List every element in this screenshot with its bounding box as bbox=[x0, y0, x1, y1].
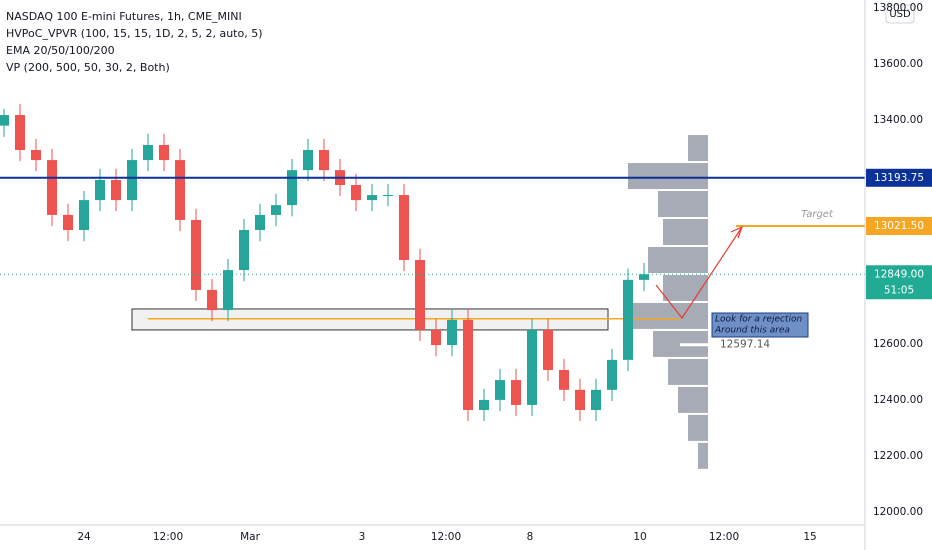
x-tick-label: 3 bbox=[359, 531, 366, 543]
candle-body bbox=[447, 319, 457, 346]
candle-body bbox=[527, 329, 537, 405]
candle-body bbox=[351, 184, 361, 201]
candle-body bbox=[15, 115, 25, 150]
candle-body bbox=[559, 369, 569, 390]
y-tick-label: 12600.00 bbox=[873, 338, 923, 350]
annotation-box bbox=[711, 312, 809, 338]
volume-profile-bar bbox=[658, 191, 708, 218]
candle-body bbox=[207, 289, 217, 311]
volume-profile-bar bbox=[633, 302, 708, 329]
arrow-path bbox=[655, 226, 743, 320]
candle-body bbox=[223, 270, 233, 311]
candle-body bbox=[623, 279, 633, 360]
volume-profile-bar bbox=[688, 414, 708, 441]
candle-body bbox=[415, 259, 425, 330]
candle-body bbox=[31, 150, 41, 161]
y-tick-label: 12400.00 bbox=[873, 394, 923, 406]
candle-body bbox=[79, 200, 89, 231]
candle-body bbox=[399, 195, 409, 260]
y-tick-label: 13400.00 bbox=[873, 114, 923, 126]
annotation-text: Around this area bbox=[714, 326, 790, 336]
candle-body bbox=[543, 329, 553, 370]
x-tick-label: 24 bbox=[77, 531, 91, 543]
candle-body bbox=[367, 195, 377, 201]
volume-profile-bar bbox=[668, 358, 708, 385]
poc-label: 12597.14 bbox=[720, 339, 770, 351]
y-tick-label: 12200.00 bbox=[873, 450, 923, 462]
y-tick-label: 13800.00 bbox=[873, 2, 923, 14]
candle-body bbox=[495, 380, 505, 400]
price-label-box bbox=[866, 265, 932, 300]
volume-profile-bar bbox=[663, 274, 708, 301]
candle-body bbox=[95, 179, 105, 201]
candle-body bbox=[639, 274, 649, 280]
indicator: EMA 20/50/100/200 bbox=[6, 44, 115, 57]
candle-body bbox=[239, 230, 249, 271]
volume-profile-bar bbox=[688, 135, 708, 162]
candle-body bbox=[607, 359, 617, 390]
candle-body bbox=[511, 380, 521, 405]
volume-profile-bar bbox=[628, 163, 708, 190]
price-label: 13193.75 bbox=[874, 172, 924, 184]
price-label: 13021.50 bbox=[874, 220, 924, 232]
x-tick-label: 12:00 bbox=[431, 531, 461, 543]
candle-body bbox=[175, 160, 185, 220]
candle-body bbox=[63, 214, 73, 231]
x-tick-label: 15 bbox=[803, 531, 816, 543]
candle-body bbox=[431, 329, 441, 346]
volume-profile-bar bbox=[663, 219, 708, 245]
chart-title: NASDAQ 100 E-mini Futures, 1h, CME_MINI bbox=[6, 10, 242, 23]
candle-body bbox=[463, 319, 473, 410]
currency-box[interactable] bbox=[885, 4, 915, 24]
candle-body bbox=[0, 115, 9, 126]
x-tick-label: Mar bbox=[240, 531, 260, 543]
candle-body bbox=[575, 389, 585, 410]
indicator: VP (200, 500, 50, 30, 2, Both) bbox=[6, 61, 170, 74]
candle-body bbox=[271, 205, 281, 215]
candle-body bbox=[191, 219, 201, 290]
volume-profile-bar bbox=[648, 246, 708, 273]
candle-body bbox=[143, 144, 153, 161]
candle-body bbox=[255, 214, 265, 231]
candle-body bbox=[127, 160, 137, 201]
candle-body bbox=[383, 195, 393, 197]
price-label: 12849.00 bbox=[874, 268, 924, 280]
candle-body bbox=[287, 170, 297, 206]
candle-body bbox=[159, 144, 169, 161]
y-tick-label: 12000.00 bbox=[873, 506, 923, 518]
candle-body bbox=[47, 160, 57, 215]
y-tick-label: 13600.00 bbox=[873, 58, 923, 70]
plot-area bbox=[0, 103, 865, 469]
candle-body bbox=[111, 179, 121, 201]
candle-body bbox=[303, 150, 313, 171]
target-label: Target bbox=[801, 209, 834, 220]
x-tick-label: 12:00 bbox=[153, 531, 183, 543]
volume-profile-bar bbox=[678, 386, 708, 413]
candle-body bbox=[479, 399, 489, 410]
price-label-box bbox=[866, 216, 932, 235]
indicator: HVPoC_VPVR (100, 15, 15, 1D, 2, 5, 2, au… bbox=[6, 27, 263, 40]
countdown: 51:05 bbox=[884, 284, 914, 296]
x-tick-label: 10 bbox=[633, 531, 646, 543]
candle-body bbox=[319, 150, 329, 171]
price-label-box bbox=[866, 168, 932, 187]
currency[interactable]: USD bbox=[889, 9, 911, 20]
x-tick-label: 12:00 bbox=[709, 531, 739, 543]
candle-body bbox=[591, 389, 601, 410]
x-tick-label: 8 bbox=[527, 531, 534, 543]
arrow-head bbox=[730, 225, 744, 239]
annotation-text: Look for a rejection bbox=[715, 315, 802, 325]
volume-profile-bar bbox=[698, 442, 708, 469]
